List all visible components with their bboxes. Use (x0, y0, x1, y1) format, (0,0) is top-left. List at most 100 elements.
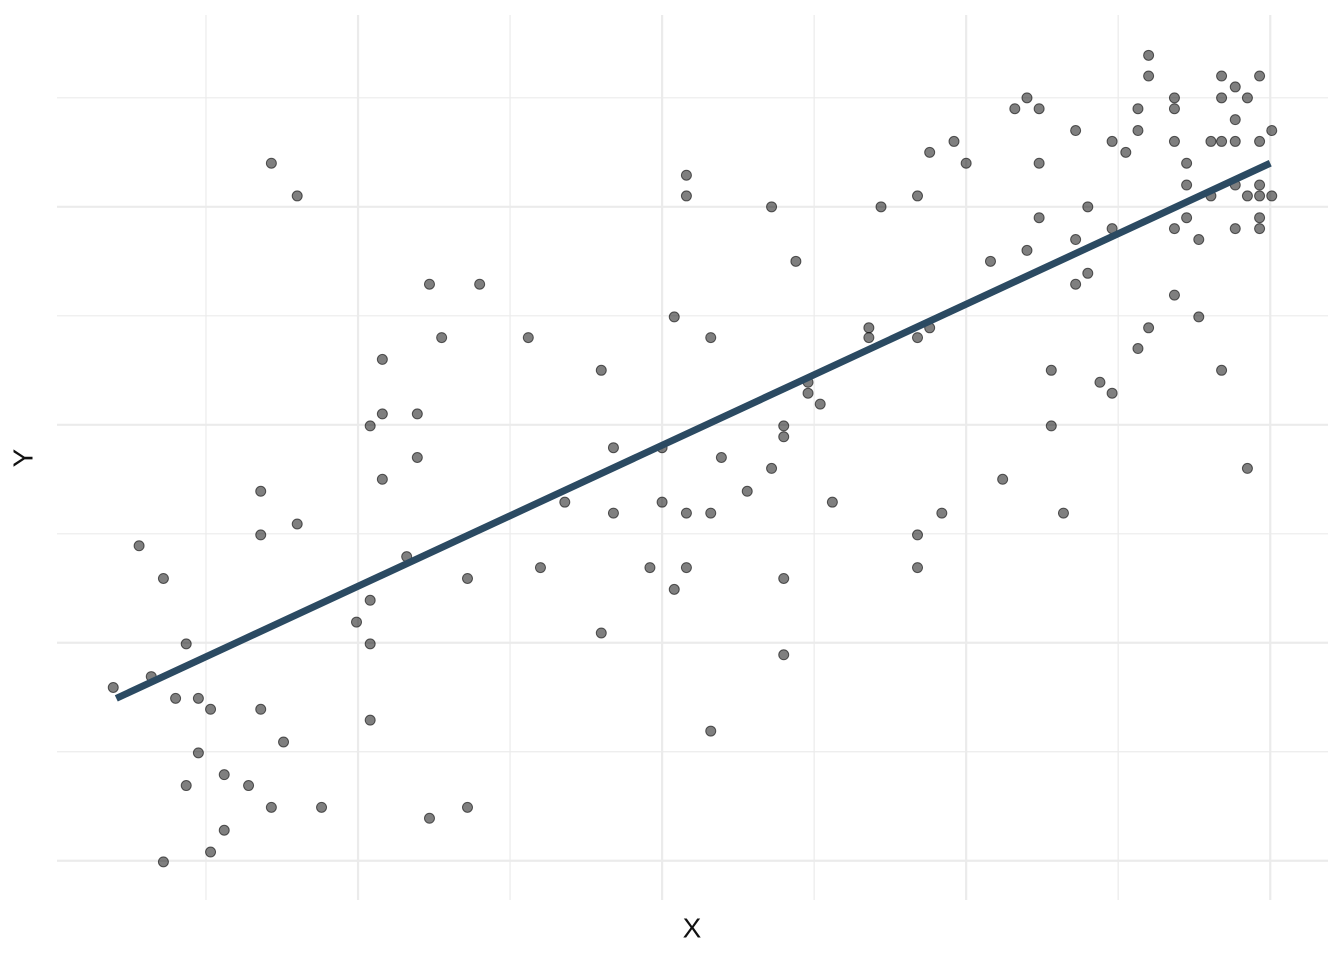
point (1241, 462, 1253, 474)
point (1216, 92, 1228, 104)
point (192, 692, 204, 704)
point (1021, 244, 1033, 256)
point (912, 562, 924, 574)
point (1033, 212, 1045, 224)
point (1266, 190, 1278, 202)
point (1143, 70, 1155, 82)
point (218, 769, 230, 781)
point (107, 681, 119, 693)
point (364, 594, 376, 606)
point (1254, 212, 1266, 224)
point (1229, 223, 1241, 235)
point (1229, 114, 1241, 126)
point (411, 408, 423, 420)
point (278, 736, 290, 748)
point (680, 507, 692, 519)
point (291, 190, 303, 202)
point (243, 780, 255, 792)
point (778, 649, 790, 661)
point (741, 485, 753, 497)
point (218, 824, 230, 836)
point (170, 692, 182, 704)
point (1120, 146, 1132, 158)
point (364, 638, 376, 650)
point (1241, 92, 1253, 104)
point (364, 420, 376, 432)
point (826, 496, 838, 508)
point (1205, 135, 1217, 147)
point (705, 507, 717, 519)
point (778, 431, 790, 443)
point (376, 473, 388, 485)
point (180, 638, 192, 650)
point (790, 255, 802, 267)
point (1168, 223, 1180, 235)
point (461, 801, 473, 813)
point (1045, 364, 1057, 376)
point (1168, 289, 1180, 301)
point (157, 856, 169, 868)
point (1216, 364, 1228, 376)
point (1045, 420, 1057, 432)
point (960, 157, 972, 169)
point (1181, 157, 1193, 169)
point (1254, 190, 1266, 202)
point (936, 507, 948, 519)
point (912, 332, 924, 344)
point (680, 190, 692, 202)
point (376, 408, 388, 420)
point (1106, 387, 1118, 399)
point (522, 332, 534, 344)
point (423, 278, 435, 290)
fit-line (114, 160, 1272, 702)
point (778, 572, 790, 584)
point (265, 157, 277, 169)
point (1106, 135, 1118, 147)
point (255, 485, 267, 497)
point (180, 780, 192, 792)
point (1033, 157, 1045, 169)
point (423, 812, 435, 824)
point (1021, 92, 1033, 104)
point (715, 452, 727, 463)
point (1266, 125, 1278, 137)
point (1193, 234, 1205, 246)
point (668, 311, 680, 323)
point (984, 255, 996, 267)
point (863, 332, 875, 344)
y-axis-title: Y (7, 448, 38, 467)
point (291, 518, 303, 530)
point (1132, 125, 1144, 137)
point (814, 398, 826, 410)
point (157, 572, 169, 584)
point (1070, 125, 1082, 137)
point (265, 801, 277, 813)
point (1057, 507, 1069, 519)
point (1241, 190, 1253, 202)
point (1216, 135, 1228, 147)
point (595, 364, 607, 376)
point (461, 572, 473, 584)
point (1229, 135, 1241, 147)
point (997, 473, 1009, 485)
point (875, 201, 887, 213)
point (534, 562, 546, 574)
point (1254, 70, 1266, 82)
point (778, 420, 790, 432)
point (912, 190, 924, 202)
point (1229, 81, 1241, 93)
point (1070, 234, 1082, 246)
point (255, 703, 267, 715)
point (1082, 267, 1094, 279)
point (1094, 376, 1106, 388)
point (1254, 223, 1266, 235)
point (1143, 322, 1155, 334)
point (644, 562, 656, 574)
point (411, 452, 423, 463)
point (924, 146, 936, 158)
point (1254, 135, 1266, 147)
point (205, 846, 217, 858)
point (1168, 92, 1180, 104)
point (1181, 179, 1193, 191)
